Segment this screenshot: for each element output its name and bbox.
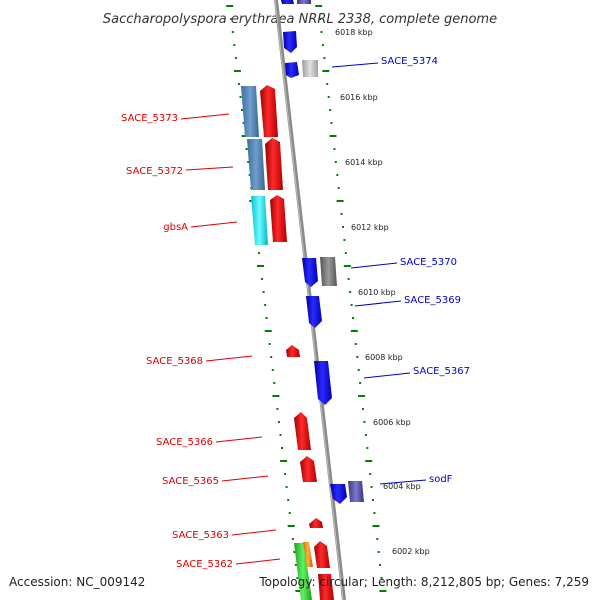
gene-label-sace5374[interactable]: SACE_5374 — [381, 56, 438, 67]
gene-feature-sace5374-grey — [302, 60, 318, 77]
kbp-label: 6006 kbp — [373, 418, 411, 427]
reverse-gene-labels — [180, 113, 281, 565]
gene-leader-line — [180, 113, 230, 120]
gene-leader-line — [190, 221, 238, 228]
gene-feature-sace5365-red — [300, 456, 317, 482]
gene-feature-purple-top — [297, 0, 311, 4]
gene-feature-sace5373-red — [260, 85, 278, 137]
kbp-label: 6010 kbp — [358, 288, 396, 297]
gene-feature-sace5370-grey — [320, 257, 337, 286]
gene-feature-red-bottom — [318, 574, 334, 600]
accession-text: Accession: NC_009142 — [9, 575, 145, 589]
gene-label-gbsa[interactable]: gbsA — [163, 222, 188, 233]
gene-feature-sace5368-red — [286, 345, 300, 357]
gene-label-sace5373[interactable]: SACE_5373 — [121, 113, 178, 124]
gene-feature-sace5366-red — [294, 412, 311, 450]
kbp-label: 6018 kbp — [335, 28, 373, 37]
gene-leader-line — [235, 558, 281, 565]
gene-feature-sace5372-steel — [247, 139, 265, 190]
gene-feature-sace5362-red — [314, 541, 330, 568]
gene-leader-line — [221, 475, 269, 482]
gene-label-sace5365[interactable]: SACE_5365 — [162, 476, 219, 487]
forward-gene-labels — [331, 62, 427, 485]
gene-label-sace5363[interactable]: SACE_5363 — [172, 530, 229, 541]
gene-feature-sace5370-blue — [302, 258, 318, 287]
map-title: Saccharopolyspora erythraea NRRL 2338, c… — [103, 12, 497, 27]
forward-gene-label-text: SACE_5374 SACE_5370 SACE_5369 SACE_5367 … — [381, 56, 470, 485]
gene-leader-line — [354, 300, 402, 307]
gene-feature-sace5363-red — [309, 518, 323, 528]
kbp-labels: 6018 kbp 6016 kbp 6014 kbp 6012 kbp 6010… — [335, 28, 430, 556]
gene-feature-sace5362-green — [294, 543, 312, 600]
gene-leader-line — [215, 436, 263, 443]
gene-leader-line — [350, 262, 398, 269]
gene-label-sace5362[interactable]: SACE_5362 — [176, 559, 233, 570]
gene-label-sodf[interactable]: sodF — [429, 474, 453, 485]
kbp-label: 6004 kbp — [383, 482, 421, 491]
kbp-label: 6008 kbp — [365, 353, 403, 362]
gene-leader-line — [363, 372, 411, 379]
kbp-label: 6014 kbp — [345, 158, 383, 167]
gene-feature-blue-top-0 — [281, 0, 294, 4]
gene-feature-gbsa-red — [270, 195, 287, 242]
gene-features — [241, 0, 364, 600]
topology-text: Topology: circular; Length: 8,212,805 bp… — [258, 575, 589, 589]
gene-leader-line — [379, 479, 427, 485]
gene-leader-line — [331, 62, 379, 68]
gene-label-sace5366[interactable]: SACE_5366 — [156, 437, 213, 448]
gene-feature-sace5362-orange — [303, 542, 313, 567]
gene-feature-gbsa-cyan — [251, 196, 268, 245]
gene-feature-blue-top-1 — [283, 31, 297, 53]
gene-label-sace5368[interactable]: SACE_5368 — [146, 356, 203, 367]
gene-feature-sace5367-blue — [314, 361, 332, 405]
gene-label-sace5370[interactable]: SACE_5370 — [400, 257, 457, 268]
gene-feature-sace5374-blue — [285, 62, 299, 78]
kbp-label: 6016 kbp — [340, 93, 378, 102]
reverse-gene-label-text: SACE_5373 SACE_5372 gbsA SACE_5368 SACE_… — [121, 113, 233, 570]
gene-feature-sace5372-red — [265, 138, 283, 190]
gene-label-sace5369[interactable]: SACE_5369 — [404, 295, 461, 306]
gene-feature-sace5369-blue — [306, 296, 322, 328]
kbp-label: 6012 kbp — [351, 223, 389, 232]
gene-leader-line — [185, 166, 234, 171]
gene-feature-sace5373-steel — [241, 86, 259, 137]
gene-label-sace5372[interactable]: SACE_5372 — [126, 166, 183, 177]
gene-feature-sodf-purple — [348, 481, 364, 502]
gene-leader-line — [205, 355, 253, 362]
gene-feature-sodf-blue — [330, 484, 347, 504]
kbp-label: 6002 kbp — [392, 547, 430, 556]
gene-label-sace5367[interactable]: SACE_5367 — [413, 366, 470, 377]
tick-marks — [226, 5, 387, 592]
gene-leader-line — [231, 529, 277, 536]
